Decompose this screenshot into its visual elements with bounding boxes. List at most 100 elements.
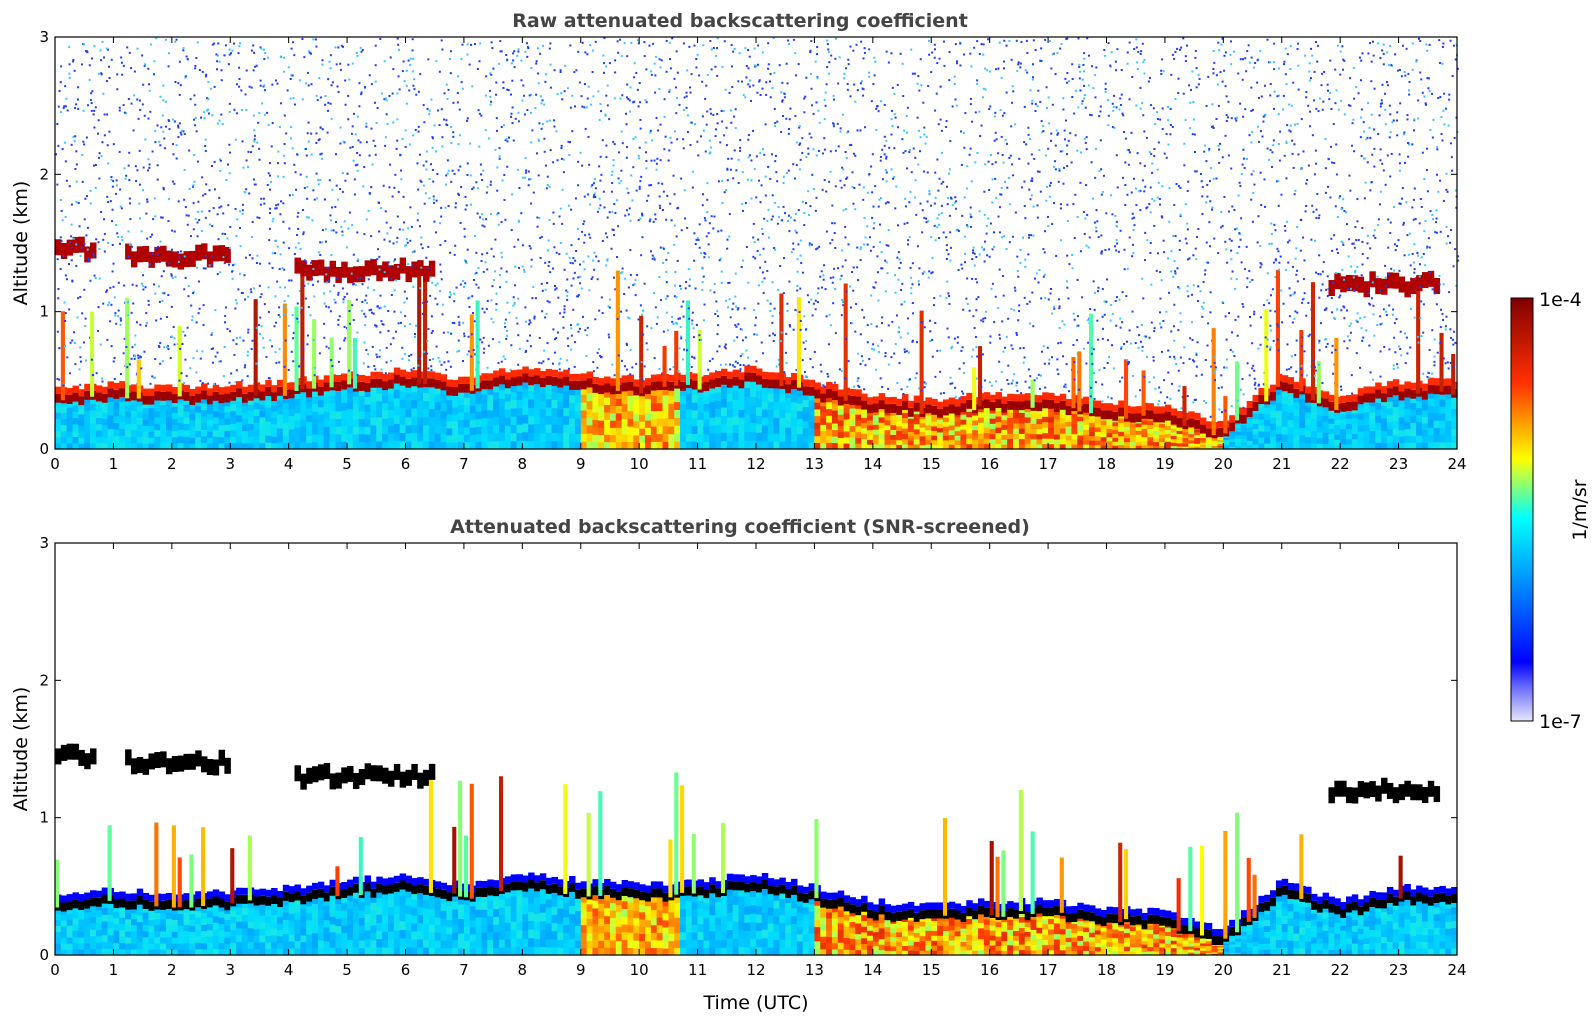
noise-speck [341,230,344,233]
noise-speck [400,311,403,314]
layer-edge-cell [498,368,506,376]
noise-speck [450,142,453,145]
noise-speck [690,73,693,76]
heat-cell [376,440,383,450]
noise-speck [370,235,373,238]
noise-speck [946,185,949,188]
noise-speck [228,53,231,56]
noise-speck [106,113,109,116]
noise-speck [93,274,96,277]
noise-speck [309,314,312,317]
heat-cell [516,399,523,409]
noise-speck [702,275,705,278]
noise-speck [863,388,866,391]
layer-top-cell [726,378,734,388]
noise-speck [872,227,875,230]
noise-speck [883,153,886,156]
noise-speck [189,367,192,370]
noise-speck [134,343,137,346]
noise-speck [221,232,224,235]
noise-speck [203,116,206,119]
noise-speck [182,330,185,333]
heat-cell [399,440,407,450]
noise-speck [438,360,441,363]
noise-speck [866,243,869,246]
noise-speck [676,71,679,74]
noise-speck [372,139,375,142]
noise-speck [710,68,713,71]
noise-speck [608,211,611,214]
noise-speck [68,185,71,188]
noise-speck [174,80,177,83]
noise-speck [649,129,652,132]
noise-speck [757,63,760,66]
heat-cell [218,442,226,450]
noise-speck [60,240,63,243]
noise-speck [631,366,634,369]
heat-cell [633,441,640,450]
noise-speck [938,57,941,60]
noise-speck [790,251,793,254]
noise-speck [495,308,498,311]
heat-cell [148,413,155,420]
noise-speck [618,151,621,154]
noise-speck [437,356,440,359]
noise-speck [404,315,407,318]
noise-speck [138,149,141,152]
heat-cell [528,390,535,400]
noise-speck [413,333,416,336]
heat-cell [189,437,196,444]
noise-speck [739,370,742,373]
heat-cell [101,436,109,444]
noise-speck [59,81,62,84]
noise-speck [890,118,893,121]
heat-cell [201,422,208,430]
noise-speck [405,238,408,241]
heat-cell [399,407,407,417]
noise-speck [768,334,771,337]
heat-cell [604,411,611,420]
heat-cell [95,430,103,437]
noise-speck [73,341,76,344]
noise-speck [822,384,825,387]
heat-cell [796,395,804,404]
noise-speck [368,74,371,77]
noise-speck [911,72,914,75]
heat-cell [247,442,255,450]
layer-edge-cell [212,384,220,392]
noise-speck [141,282,144,285]
noise-speck [887,61,890,64]
noise-speck [578,327,581,330]
noise-speck [213,160,216,163]
heat-cell [750,396,757,406]
heat-cell [352,388,360,397]
noise-speck [784,351,787,354]
elevated-layer-cell [329,260,336,277]
noise-speck [808,132,811,135]
noise-speck [82,43,85,46]
noise-speck [866,341,869,344]
heat-cell [206,407,214,414]
noise-speck [638,187,641,190]
noise-speck [347,63,350,66]
noise-speck [360,276,363,279]
noise-speck [288,227,291,230]
noise-speck [860,355,863,358]
noise-speck [419,287,422,290]
heat-cell [574,386,582,396]
heat-cell [563,399,570,409]
noise-speck [216,122,219,125]
noise-speck [636,88,639,91]
noise-speck [658,276,661,279]
noise-speck [610,247,613,250]
noise-speck [554,338,557,341]
heat-cell [814,408,821,417]
noise-speck [886,272,889,275]
heat-cell [475,403,483,412]
noise-speck [224,44,227,47]
heat-cell [458,397,465,406]
heat-cell [814,422,821,430]
noise-speck [131,346,134,349]
heat-cell [434,401,442,411]
noise-speck [472,349,475,352]
